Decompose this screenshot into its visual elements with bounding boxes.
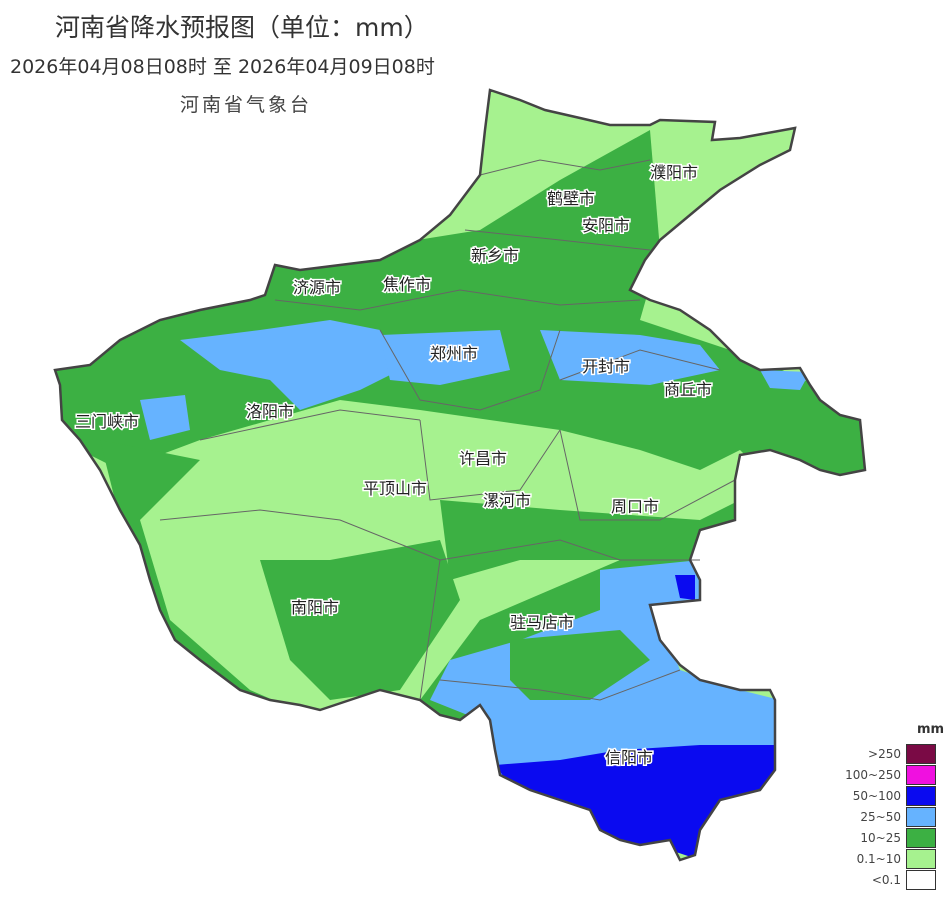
rain-50-100-area: [675, 575, 695, 600]
city-label-nanyang: 南阳市: [291, 598, 339, 617]
legend-item: 10~25: [855, 828, 937, 849]
city-label-xinxiang: 新乡市: [471, 246, 519, 265]
legend-item: <0.1: [855, 870, 937, 891]
legend-swatch: [906, 849, 936, 869]
city-boundaries: [159, 159, 736, 701]
province-border: [53, 88, 867, 862]
legend-swatch: [906, 828, 936, 848]
legend-item: 25~50: [855, 807, 937, 828]
legend-item: 100~250: [845, 765, 937, 786]
legend-item: 50~100: [852, 786, 937, 807]
legend-swatch: [906, 765, 936, 785]
legend-swatch: [906, 744, 936, 764]
legend-item: >250: [855, 744, 937, 765]
rain-25-50-area: [760, 370, 810, 390]
city-label-hebi: 鹤壁市: [547, 189, 595, 208]
legend-label: >250: [868, 747, 901, 761]
city-label-jiaozuo: 焦作市: [383, 275, 431, 294]
city-label-luohe: 漯河市: [483, 491, 531, 510]
city-label-kaifeng: 开封市: [582, 357, 630, 376]
legend-unit: mm: [917, 722, 945, 737]
legend-label: 50~100: [852, 789, 901, 803]
forecast-period: 2026年04月08日08时 至 2026年04月09日08时: [10, 56, 435, 78]
legend-label: 0.1~10: [856, 852, 901, 866]
legend-label: 10~25: [860, 831, 901, 845]
city-label-pingdingshan: 平顶山市: [363, 479, 427, 498]
city-label-jiyuan: 济源市: [293, 278, 341, 297]
city-label-puyang: 濮阳市: [650, 163, 698, 182]
legend-label: 100~250: [845, 768, 901, 782]
issuing-organization: 河南省气象台: [180, 94, 313, 116]
legend-item: 0.1~10: [855, 849, 937, 870]
rain-10-25-area: [260, 540, 460, 700]
city-label-zhengzhou: 郑州市: [430, 344, 478, 363]
rain-10-25-area: [55, 130, 865, 500]
city-label-luoyang: 洛阳市: [246, 402, 294, 421]
rain-25-50-area: [380, 330, 510, 385]
city-label-xinyang: 信阳市: [605, 748, 653, 767]
rain-25-50-area: [540, 330, 720, 385]
legend-swatch: [906, 870, 936, 890]
legend-swatch: [906, 786, 936, 806]
city-label-shangqiu: 商丘市: [664, 380, 712, 399]
rain-10-25-area: [510, 630, 650, 700]
rain-25-50-area: [180, 320, 400, 410]
map-title: 河南省降水预报图（单位：mm）: [55, 13, 429, 42]
city-label-zhumadian: 驻马店市: [510, 613, 574, 632]
legend-label: <0.1: [871, 873, 901, 887]
city-label-xuchang: 许昌市: [459, 449, 507, 468]
city-label-zhoukou: 周口市: [611, 497, 659, 516]
legend-swatch: [906, 807, 936, 827]
city-labels: 濮阳市 鹤壁市 安阳市 新乡市 济源市 焦作市 郑州市 开封市 商丘市 三门峡市…: [74, 162, 714, 769]
legend-label: 25~50: [860, 810, 901, 824]
rain-25-50-area: [140, 395, 190, 440]
city-label-anyang: 安阳市: [582, 216, 630, 235]
city-label-sanmenxia: 三门峡市: [75, 412, 139, 431]
